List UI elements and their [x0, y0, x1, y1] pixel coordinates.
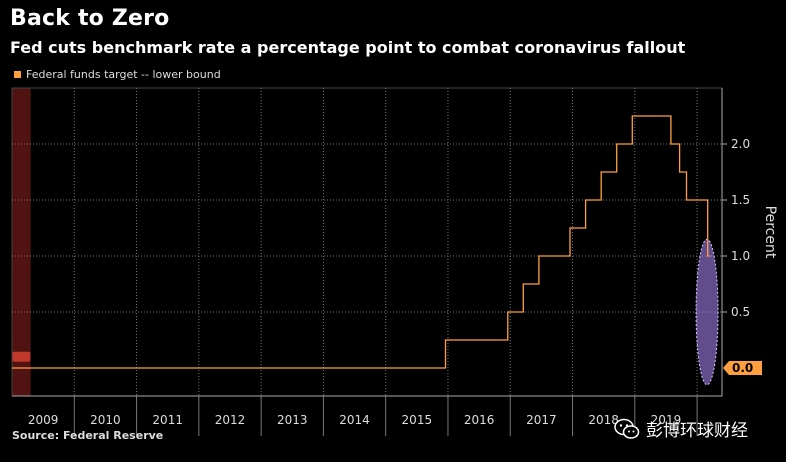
- legend-label: Federal funds target -- lower bound: [26, 68, 221, 81]
- x-tick-label: 2016: [464, 413, 495, 427]
- chart-subtitle: Fed cuts benchmark rate a percentage poi…: [10, 38, 686, 57]
- recession-shade: [12, 88, 31, 396]
- highlight-ellipse: [695, 238, 719, 386]
- legend-swatch: [14, 71, 21, 78]
- x-tick-label: 2013: [277, 413, 308, 427]
- x-tick-label: 2019: [651, 413, 682, 427]
- wechat-icon: [614, 418, 640, 439]
- x-tick-label: 2015: [402, 413, 433, 427]
- plot-frame: [11, 87, 723, 397]
- last-value-badge-shape: [723, 361, 762, 375]
- watermark: 彭博环球财经: [614, 416, 748, 441]
- x-tick-label: 2014: [339, 413, 370, 427]
- chart-title: Back to Zero: [10, 6, 170, 31]
- y-tick-label: 2.0: [731, 137, 750, 151]
- source-note: Source: Federal Reserve: [12, 429, 164, 442]
- watermark-text: 彭博环球财经: [646, 421, 748, 441]
- x-tick-label: 2018: [588, 413, 619, 427]
- y-tick-label: 0.5: [731, 305, 750, 319]
- y-axis-label: Percent: [762, 206, 778, 259]
- y-tick-label: 1.0: [731, 249, 750, 263]
- x-tick-label: 2010: [90, 413, 121, 427]
- series-line: [12, 115, 711, 369]
- x-tick-label: 2009: [28, 413, 59, 427]
- last-value-label: 0.0: [732, 361, 753, 375]
- recession-marker: [12, 351, 31, 362]
- chart-legend: Federal funds target -- lower bound: [14, 68, 221, 81]
- y-tick-label: 1.5: [731, 193, 750, 207]
- x-tick-label: 2012: [215, 413, 246, 427]
- last-value-badge: 0.0: [723, 361, 762, 375]
- x-tick-label: 2011: [152, 413, 183, 427]
- recession-marker-badge: [12, 351, 31, 362]
- x-tick-label: 2017: [526, 413, 557, 427]
